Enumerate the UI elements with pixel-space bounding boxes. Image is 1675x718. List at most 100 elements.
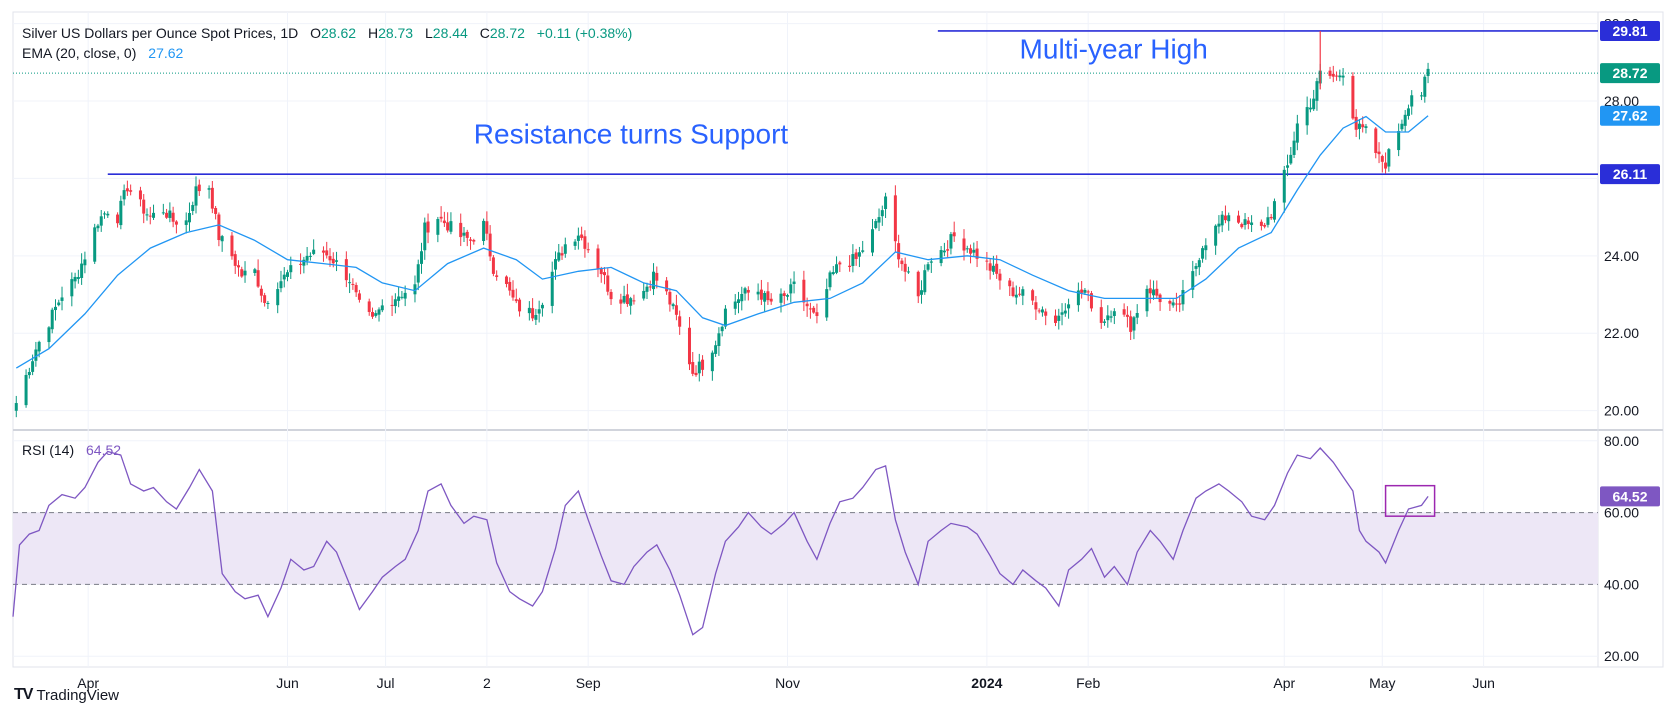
- candle-body: [1423, 76, 1427, 97]
- price-tick-label: 28.00: [1604, 93, 1639, 109]
- candle-body: [459, 222, 463, 238]
- candle-body: [446, 222, 450, 231]
- candle-body: [1426, 68, 1430, 76]
- candle-body: [652, 271, 656, 290]
- candle-body: [240, 269, 244, 277]
- candle-body: [325, 250, 329, 256]
- candle-body: [403, 292, 407, 299]
- time-tick-label: 2: [483, 675, 491, 691]
- candle-body: [975, 248, 979, 259]
- candle-body: [1044, 311, 1048, 316]
- candle-body: [1080, 289, 1084, 293]
- open-label: O: [310, 25, 321, 41]
- candle-body: [563, 244, 567, 254]
- candle-body: [991, 265, 995, 272]
- candle-body: [1354, 116, 1358, 130]
- candle-body: [380, 305, 384, 311]
- candle-body: [1295, 123, 1299, 143]
- candle-body: [60, 297, 64, 301]
- candle-body: [1384, 162, 1388, 169]
- candle-body: [642, 290, 646, 299]
- annotation-label: Multi-year High: [1020, 33, 1208, 64]
- candle-body: [1057, 315, 1061, 321]
- rsi-band-fill: [13, 512, 1598, 585]
- candle-body: [1034, 302, 1038, 310]
- candle-body: [606, 275, 610, 292]
- time-tick-label: Apr: [1273, 675, 1295, 691]
- candle-body: [1223, 215, 1227, 221]
- candle-body: [302, 259, 306, 266]
- candle-body: [792, 281, 796, 285]
- candle-body: [148, 215, 152, 217]
- price-tick-label: 24.00: [1604, 248, 1639, 264]
- candle-body: [629, 298, 633, 306]
- rsi-label: RSI (14): [22, 442, 74, 458]
- candle-body: [80, 263, 84, 278]
- candle-body: [1420, 95, 1424, 97]
- candle-body: [1357, 123, 1361, 129]
- candle-body: [1364, 126, 1368, 128]
- candle-body: [1374, 128, 1378, 153]
- candle-body: [1361, 124, 1365, 128]
- candle-body: [469, 239, 473, 241]
- candle-body: [1014, 294, 1018, 298]
- candle-body: [527, 307, 531, 314]
- candle-body: [1089, 293, 1093, 309]
- candle-body: [877, 217, 881, 223]
- candle-body: [93, 227, 97, 262]
- candle-body: [828, 272, 832, 288]
- candle-body: [723, 308, 727, 327]
- candle-body: [1227, 215, 1231, 222]
- candle-body: [1037, 310, 1041, 312]
- candle-body: [1292, 140, 1296, 155]
- candle-body: [1259, 221, 1263, 226]
- candle-body: [1060, 312, 1064, 315]
- candle-body: [462, 232, 466, 236]
- candle-body: [674, 305, 678, 315]
- candle-body: [253, 269, 257, 273]
- candle-body: [1067, 304, 1071, 309]
- candle-body: [106, 213, 110, 216]
- candle-body: [57, 302, 61, 306]
- svg-text:EMA (20, close, 0) 27.62: EMA (20, close, 0) 27.62: [22, 45, 184, 61]
- candle-body: [1018, 293, 1022, 295]
- candle-body: [1263, 224, 1267, 227]
- candle-body: [266, 302, 270, 304]
- candle-body: [759, 289, 763, 300]
- candle-body: [678, 316, 682, 327]
- candle-body: [870, 229, 874, 253]
- candle-body: [187, 212, 191, 223]
- candle-body: [1063, 310, 1067, 314]
- candle-body: [655, 272, 659, 281]
- tradingview-brand: TradingView: [36, 686, 119, 704]
- candle-body: [504, 276, 508, 284]
- candle-body: [632, 300, 636, 302]
- annotations: Multi-year High Resistance turns Support: [474, 33, 1436, 517]
- candle-body: [259, 288, 263, 296]
- rsi-band: [13, 512, 1598, 585]
- candle-body: [746, 289, 750, 293]
- candle-body: [756, 291, 760, 295]
- candle-body: [1286, 165, 1290, 168]
- candle-body: [1377, 151, 1381, 155]
- candle-body: [1008, 280, 1012, 287]
- candle-body: [1315, 81, 1319, 101]
- candle-body: [916, 271, 920, 297]
- candle-body: [1289, 154, 1293, 164]
- time-tick-label: Jul: [377, 675, 395, 691]
- candle-body: [1305, 107, 1309, 126]
- candle-body: [550, 271, 554, 306]
- high-value: 28.73: [378, 25, 413, 41]
- candle-body: [390, 304, 394, 306]
- candle-body: [142, 199, 146, 214]
- candle-body: [952, 232, 956, 237]
- candle-body: [815, 312, 819, 317]
- candle-body: [426, 221, 430, 233]
- candle-body: [691, 362, 695, 374]
- candle-body: [1220, 214, 1224, 226]
- candle-body: [420, 251, 424, 264]
- candle-body: [939, 250, 943, 264]
- time-tick-label: 2024: [971, 675, 1002, 691]
- candle-body: [138, 190, 142, 200]
- candle-body: [857, 252, 861, 257]
